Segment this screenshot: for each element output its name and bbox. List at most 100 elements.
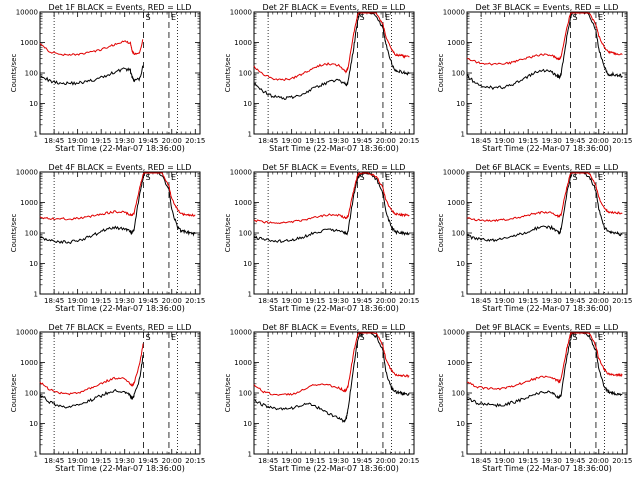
marker-label: S bbox=[360, 13, 365, 22]
marker-label: E bbox=[385, 173, 390, 182]
x-tick-label: 19:30 bbox=[542, 137, 562, 145]
x-axis-label: Start Time (22-Mar-07 18:36:00) bbox=[55, 144, 185, 153]
series-line-lld bbox=[39, 39, 144, 56]
y-axis-label: Counts/sec bbox=[224, 214, 232, 253]
x-tick-label: 18:45 bbox=[471, 297, 491, 305]
series-line-events bbox=[253, 332, 410, 423]
x-tick-label: 18:45 bbox=[258, 457, 278, 465]
marker-label: S bbox=[146, 173, 151, 182]
x-tick-label: 19:00 bbox=[68, 457, 88, 465]
y-tick-label: 1 bbox=[248, 291, 252, 299]
series-line-events bbox=[39, 65, 144, 86]
x-tick-label: 19:00 bbox=[282, 137, 302, 145]
series-line-events bbox=[39, 355, 144, 409]
x-tick-label: 19:00 bbox=[68, 297, 88, 305]
x-tick-label: 20:15 bbox=[399, 137, 419, 145]
series-line-lld bbox=[253, 332, 410, 396]
marker-label: S bbox=[573, 333, 578, 342]
x-tick-label: 18:45 bbox=[258, 137, 278, 145]
x-axis-label: Start Time (22-Mar-07 18:36:00) bbox=[482, 144, 612, 153]
chart-title: Det 4F BLACK = Events, RED = LLD bbox=[49, 163, 192, 172]
marker-label: E bbox=[598, 13, 603, 22]
x-tick-label: 19:15 bbox=[305, 297, 325, 305]
x-tick-label: 18:45 bbox=[44, 137, 64, 145]
y-tick-label: 10 bbox=[29, 420, 38, 428]
plot-frame bbox=[253, 171, 415, 295]
chart-title: Det 7F BLACK = Events, RED = LLD bbox=[49, 323, 192, 332]
y-tick-label: 1000 bbox=[447, 199, 465, 207]
series-line-events bbox=[253, 12, 410, 100]
x-tick-label: 19:45 bbox=[565, 297, 585, 305]
x-tick-label: 20:00 bbox=[589, 137, 609, 145]
x-tick-label: 19:15 bbox=[91, 457, 111, 465]
y-tick-label: 10 bbox=[243, 260, 252, 268]
chart-title: Det 9F BLACK = Events, RED = LLD bbox=[476, 323, 619, 332]
x-tick-label: 19:30 bbox=[542, 297, 562, 305]
y-tick-label: 100 bbox=[239, 70, 252, 78]
y-tick-label: 10 bbox=[29, 260, 38, 268]
x-tick-label: 19:15 bbox=[305, 457, 325, 465]
x-axis-label: Start Time (22-Mar-07 18:36:00) bbox=[55, 464, 185, 473]
x-tick-label: 19:30 bbox=[115, 137, 135, 145]
chart-panel-5: Det 5F BLACK = Events, RED = LLD 1 10 100 10… bbox=[224, 163, 419, 313]
plot-frame bbox=[466, 11, 628, 135]
y-tick-label: 1000 bbox=[234, 359, 252, 367]
y-tick-label: 10000 bbox=[443, 329, 465, 337]
y-tick-label: 10 bbox=[243, 100, 252, 108]
y-tick-label: 100 bbox=[452, 230, 465, 238]
x-tick-label: 19:45 bbox=[138, 457, 158, 465]
x-tick-label: 19:00 bbox=[68, 137, 88, 145]
x-tick-label: 18:45 bbox=[471, 137, 491, 145]
chart-title: Det 5F BLACK = Events, RED = LLD bbox=[263, 163, 406, 172]
y-axis-label: Counts/sec bbox=[437, 214, 445, 253]
y-tick-label: 10 bbox=[29, 100, 38, 108]
y-tick-label: 1 bbox=[461, 131, 465, 139]
x-tick-label: 19:30 bbox=[115, 457, 135, 465]
y-tick-label: 1 bbox=[461, 451, 465, 459]
x-tick-label: 19:30 bbox=[329, 457, 349, 465]
y-tick-label: 10000 bbox=[443, 9, 465, 17]
y-tick-label: 100 bbox=[452, 390, 465, 398]
y-axis-label: Counts/sec bbox=[224, 374, 232, 413]
marker-label: E bbox=[598, 333, 603, 342]
y-tick-label: 10000 bbox=[230, 329, 252, 337]
y-axis-label: Counts/sec bbox=[437, 54, 445, 93]
y-axis-label: Counts/sec bbox=[10, 374, 18, 413]
x-tick-label: 19:30 bbox=[115, 297, 135, 305]
chart-panel-1: Det 1F BLACK = Events, RED = LLD 1 10 100 10… bbox=[10, 3, 205, 153]
x-tick-label: 19:45 bbox=[565, 457, 585, 465]
x-tick-label: 18:45 bbox=[471, 457, 491, 465]
x-tick-label: 19:45 bbox=[138, 137, 158, 145]
x-tick-label: 20:15 bbox=[185, 137, 205, 145]
x-tick-label: 20:00 bbox=[376, 137, 396, 145]
y-tick-label: 10 bbox=[456, 100, 465, 108]
x-tick-label: 19:30 bbox=[329, 297, 349, 305]
y-tick-label: 1000 bbox=[234, 199, 252, 207]
plot-frame bbox=[39, 171, 201, 295]
chart-title: Det 1F BLACK = Events, RED = LLD bbox=[49, 3, 192, 12]
y-tick-label: 10 bbox=[456, 260, 465, 268]
x-tick-label: 19:00 bbox=[495, 457, 515, 465]
y-tick-label: 100 bbox=[25, 70, 38, 78]
marker-label: S bbox=[360, 173, 365, 182]
chart-panel-8: Det 8F BLACK = Events, RED = LLD 1 10 100 10… bbox=[224, 323, 419, 473]
series-line-lld bbox=[466, 172, 623, 222]
y-tick-label: 1000 bbox=[20, 39, 38, 47]
x-tick-label: 19:00 bbox=[495, 137, 515, 145]
y-axis-label: Counts/sec bbox=[10, 54, 18, 93]
y-tick-label: 10000 bbox=[16, 169, 38, 177]
marker-label: E bbox=[598, 173, 603, 182]
marker-label: E bbox=[385, 13, 390, 22]
y-tick-label: 1 bbox=[248, 451, 252, 459]
x-tick-label: 19:00 bbox=[282, 297, 302, 305]
series-line-events bbox=[253, 172, 410, 244]
x-tick-label: 20:15 bbox=[612, 297, 632, 305]
marker-label: S bbox=[573, 173, 578, 182]
x-axis-label: Start Time (22-Mar-07 18:36:00) bbox=[482, 304, 612, 313]
chart-title: Det 6F BLACK = Events, RED = LLD bbox=[476, 163, 619, 172]
series-line-events bbox=[466, 12, 623, 91]
x-axis-label: Start Time (22-Mar-07 18:36:00) bbox=[55, 304, 185, 313]
y-tick-label: 100 bbox=[452, 70, 465, 78]
y-axis-label: Counts/sec bbox=[10, 214, 18, 253]
y-axis-label: Counts/sec bbox=[224, 54, 232, 93]
